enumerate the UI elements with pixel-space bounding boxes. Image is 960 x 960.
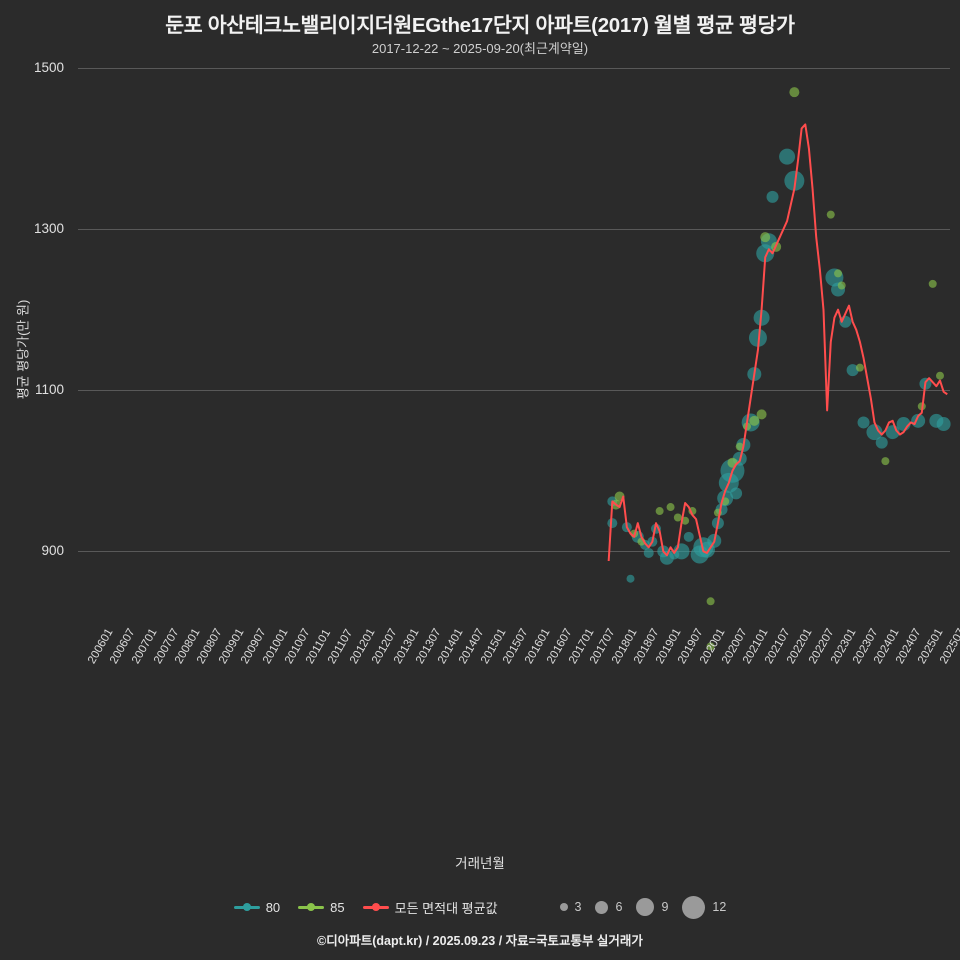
scatter-point [784, 170, 805, 191]
y-axis-tick-label: 1500 [33, 60, 64, 75]
legend-label: 85 [330, 899, 345, 915]
x-axis-label: 거래년월 [455, 856, 505, 871]
scatter-point [673, 513, 682, 522]
scatter-point [881, 457, 890, 466]
y-axis-tick-label: 1100 [34, 382, 64, 398]
legend-swatch-icon [362, 902, 389, 911]
scatter-point [607, 518, 618, 529]
legend-swatch-icon [233, 902, 260, 911]
gridline [78, 229, 950, 231]
scatter-point [643, 547, 654, 558]
y-axis-tick-label: 1300 [33, 221, 64, 237]
size-legend-label: 12 [712, 900, 727, 914]
gridline [78, 551, 950, 553]
scatter-point [837, 281, 846, 290]
scatter-point [826, 210, 835, 219]
legend-label: 모든 면적대 평균값 [394, 900, 498, 916]
scatter-point [766, 190, 779, 203]
scatter-point [936, 417, 951, 432]
chart-canvas [607, 87, 951, 651]
x-axis-ticks: 200601 200607 200701 200707 200801 200807 2009… [78, 627, 960, 772]
scatter-point [735, 442, 744, 451]
legend: 80 85 모든 면적대 평균값 3 6 9 12 [0, 892, 960, 922]
footer-credit: ©디아파트(dapt.kr) / 2025.09.23 / 자료=국토교통부 실… [317, 934, 643, 948]
size-legend-dot-icon [682, 895, 706, 919]
scatter-point [655, 507, 664, 516]
scatter-point [706, 642, 715, 651]
scatter-point [626, 574, 635, 583]
legend-label: 80 [265, 899, 281, 915]
scatter-point [760, 232, 771, 243]
size-legend-dot-icon [595, 900, 609, 914]
gridline [78, 390, 950, 392]
y-axis-tick-label: 900 [41, 543, 64, 559]
scatter-point [936, 371, 944, 380]
scatter-point [666, 503, 675, 512]
page-title: 둔포 아산테크노밸리이지더원EGthe17단지 아파트(2017) 월별 평균 … [165, 14, 795, 37]
legend-swatch-icon [298, 902, 325, 911]
scatter-point [748, 328, 767, 347]
scatter-point [779, 148, 796, 165]
legend-item[interactable]: 80 [233, 899, 281, 915]
scatter-point [928, 279, 937, 288]
scatter-point [756, 409, 767, 420]
scatter-point [834, 269, 843, 278]
scatter-point [857, 416, 870, 429]
size-legend-item: 12 [682, 895, 727, 919]
size-legend-item: 9 [636, 898, 668, 916]
scatter-point [855, 363, 864, 372]
scatter-point [866, 424, 883, 441]
scatter-point [846, 364, 859, 377]
size-legend-label: 6 [615, 900, 623, 914]
chart-subtitle: 2017-12-22 ~ 2025-09-20(최근계약일) [371, 41, 589, 56]
scatter-point [875, 436, 888, 449]
scatter-point [683, 531, 694, 542]
size-legend-label: 3 [574, 900, 582, 914]
average-line [607, 123, 948, 562]
legend-item[interactable]: 85 [298, 899, 345, 915]
size-legend-item: 6 [595, 900, 622, 914]
size-legend-item: 3 [559, 900, 582, 914]
size-legend: 3 6 9 12 [559, 895, 727, 919]
scatter-point [706, 597, 715, 606]
size-legend-dot-icon [636, 898, 655, 916]
legend-item[interactable]: 모든 면적대 평균값 [362, 898, 498, 917]
gridline [78, 68, 950, 69]
size-legend-label: 9 [661, 900, 669, 914]
scatter-point [749, 415, 760, 426]
plot-area: 900 1100 1300 1500 [34, 60, 951, 651]
size-legend-dot-icon [559, 903, 568, 911]
scatter-point [730, 487, 743, 500]
scatter-point [789, 87, 800, 98]
